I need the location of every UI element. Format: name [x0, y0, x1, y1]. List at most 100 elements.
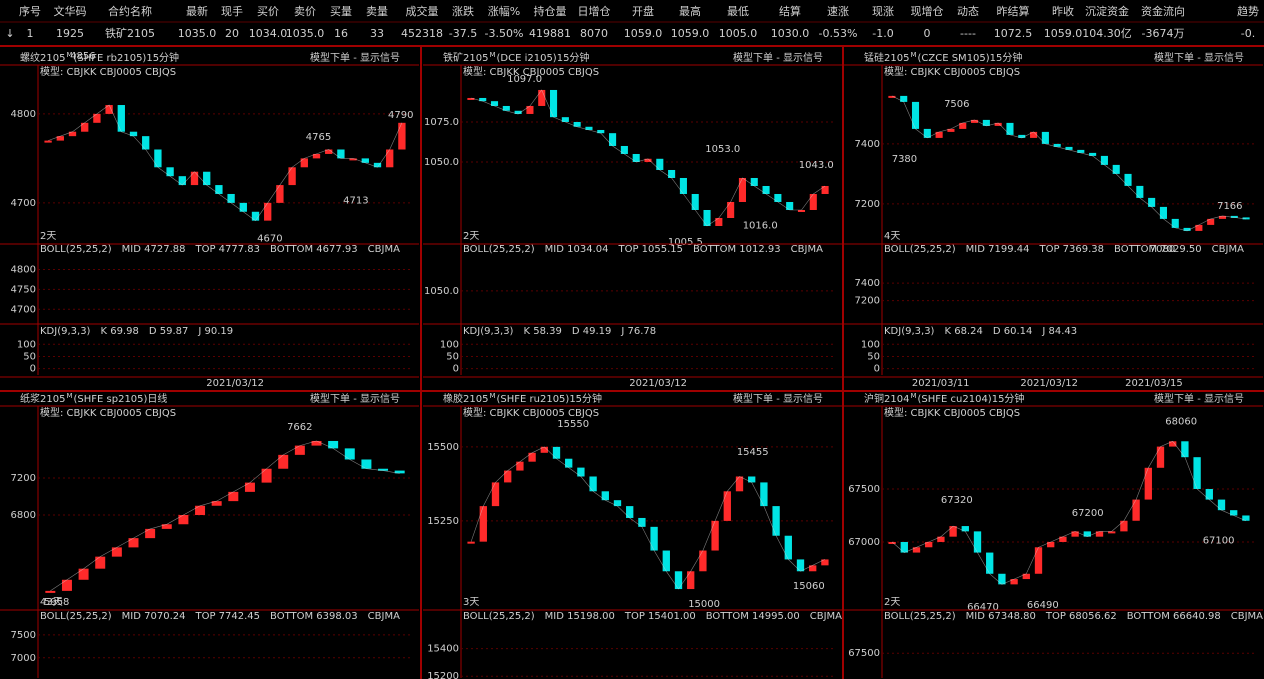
candle [662, 550, 670, 572]
table-cell: 1035.0 [286, 27, 325, 40]
candle [261, 468, 272, 483]
y-tick-label: 0 [874, 364, 880, 375]
candle [949, 526, 957, 537]
candle [311, 440, 322, 446]
boll-mid: MID 1034.04 [545, 244, 609, 255]
candle [711, 520, 719, 551]
candle [117, 105, 125, 132]
candle [251, 211, 260, 221]
candle [1193, 457, 1201, 489]
candle [361, 459, 372, 469]
column-header: 趋势 [1237, 5, 1259, 18]
candle [935, 131, 943, 138]
close-line [891, 95, 1247, 232]
column-header: 昨结算 [997, 4, 1030, 18]
candle [161, 524, 172, 529]
kdj-d: D 59.87 [149, 326, 189, 337]
candle [154, 149, 162, 168]
candle [178, 515, 189, 525]
candle [145, 528, 156, 539]
boll-params: BOLL(25,25,2) [884, 244, 956, 255]
candle [288, 167, 296, 186]
candle [1100, 155, 1108, 165]
close-line [50, 440, 400, 592]
boll-params: BOLL(25,25,2) [463, 244, 535, 255]
days-label: 4天 [884, 231, 900, 242]
model-label: 模型: CBJKK CBJ0005 CBJQS [40, 65, 176, 78]
candle [1181, 441, 1189, 458]
days-label: 3天 [463, 597, 479, 608]
y-tick-label: 4800 [11, 109, 36, 120]
y-tick-label: 15200 [427, 671, 459, 679]
candle [947, 128, 955, 132]
candle [674, 571, 683, 590]
candle [973, 531, 982, 553]
y-tick-label: 6800 [11, 510, 36, 521]
panel-contract: (SHFE ru2105)15分钟 [497, 392, 603, 405]
y-tick-label: 0 [30, 364, 36, 375]
candle [526, 105, 534, 114]
boll-bottom: BOTTOM 14995.00 [706, 611, 800, 622]
candle [959, 122, 967, 129]
y-tick-label: 67500 [848, 648, 880, 659]
candle [1065, 146, 1073, 150]
candle [703, 209, 711, 226]
y-tick-label: 15250 [427, 516, 459, 527]
signal-toggle: 模型下单 - 显示信号 [1154, 51, 1244, 64]
candle [668, 169, 676, 178]
candle [1053, 143, 1061, 147]
candle [1095, 531, 1104, 537]
boll-top: TOP 7742.45 [194, 611, 260, 622]
candle [1195, 224, 1203, 231]
candle [1034, 547, 1043, 574]
candle [337, 149, 345, 159]
candle [276, 185, 284, 203]
column-header: 现增仓 [911, 4, 944, 18]
table-cell: 1030.0 [771, 27, 810, 40]
candle [81, 122, 89, 132]
candle [215, 185, 223, 194]
panel-title: 橡胶2105 [443, 392, 488, 405]
panel-badge: M [66, 392, 72, 400]
candle [750, 177, 758, 186]
candle [626, 506, 634, 518]
candle [1089, 152, 1097, 156]
candle [632, 153, 640, 162]
boll-top: TOP 7369.38 [1038, 244, 1104, 255]
candle [961, 526, 969, 532]
candle [142, 136, 150, 150]
boll-params: BOLL(25,25,2) [40, 244, 112, 255]
table-cell: 1925 [56, 27, 84, 40]
column-header: 买量 [330, 5, 352, 18]
candle [888, 541, 896, 544]
y-tick-label: 4750 [11, 284, 36, 295]
candle [244, 482, 255, 492]
boll-ma: CBJMA [791, 244, 823, 255]
candle [190, 171, 199, 186]
boll-mid: MID 15198.00 [545, 611, 615, 622]
y-tick-label: 7200 [855, 296, 880, 307]
candle [95, 556, 106, 569]
panel-badge: M [489, 392, 495, 400]
candle [601, 491, 609, 501]
price-annotation: 15455 [737, 447, 769, 458]
boll-mid: MID 67348.80 [966, 611, 1036, 622]
candle [538, 89, 546, 106]
boll-params: BOLL(25,25,2) [463, 611, 535, 622]
candle [264, 202, 272, 221]
candle [373, 162, 382, 168]
y-tick-label: 7400 [855, 139, 880, 150]
candle [699, 550, 707, 572]
boll-bottom: BOTTOM 6398.03 [270, 611, 358, 622]
signal-toggle: 模型下单 - 显示信号 [310, 51, 400, 64]
boll-bottom: BOTTOM 1012.93 [693, 244, 781, 255]
candle [467, 97, 475, 100]
panel-contract: (DCE i2105)15分钟 [497, 51, 590, 64]
panel-contract: (SHFE sp2105)日线 [74, 392, 168, 405]
table-cell: 104.30亿 [1082, 27, 1132, 40]
candle [925, 541, 933, 548]
candle [491, 482, 500, 507]
table-cell: 419881 [529, 27, 571, 40]
candle [723, 491, 731, 521]
